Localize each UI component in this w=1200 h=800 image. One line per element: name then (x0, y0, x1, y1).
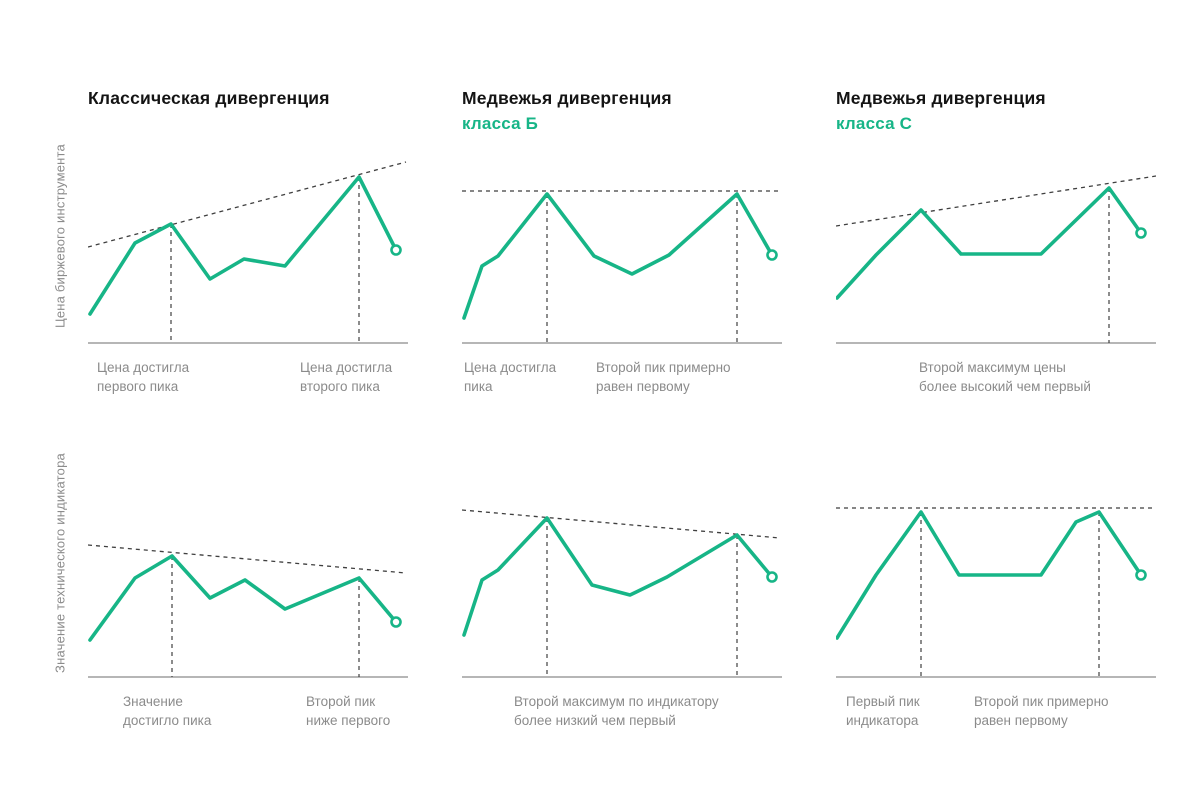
column-3-title-block: Медвежья дивергенция класса С (836, 86, 1186, 136)
chart-caption: Цена достигла второго пика (300, 360, 393, 394)
column-2-title-block: Медвежья дивергенция класса Б (462, 86, 812, 136)
column-2-title: Медвежья дивергенция (462, 88, 672, 108)
chart-caption: Второй максимум цены более высокий чем пе… (919, 360, 1091, 394)
chart-caption: Второй пик примерно равен первому (974, 694, 1109, 728)
chart-caption: Цена достигла пика (464, 360, 557, 394)
column-3-subtitle: класса С (836, 114, 913, 133)
chart-caption: Первый пик индикатора (846, 694, 920, 728)
chart-caption: Второй максимум по индикатору более низки… (514, 694, 719, 728)
chart-class-c-price: Второй максимум цены более высокий чем пе… (836, 158, 1156, 408)
column-1-title: Классическая дивергенция (88, 88, 330, 108)
chart-classic-price: Цена достигла первого пика Цена достигла вт… (88, 158, 408, 408)
chart-classic-indicator: Значение достигло пика Второй пик ниже перв… (88, 492, 408, 742)
chart-class-b-price: Цена достигла пика Второй пик примерно раве… (462, 158, 782, 408)
column-2-subtitle: класса Б (462, 114, 539, 133)
y-axis-label-price: Цена биржевого инструмента (52, 144, 68, 328)
chart-caption: Цена достигла первого пика (97, 360, 190, 394)
chart-caption: Значение достигло пика (123, 694, 212, 728)
chart-class-c-indicator: Первый пик индикатора Второй пик примерно р… (836, 492, 1156, 742)
chart-caption: Второй пик ниже первого (306, 694, 391, 728)
chart-caption: Второй пик примерно равен первому (596, 360, 731, 394)
column-3-title: Медвежья дивергенция (836, 88, 1046, 108)
chart-class-b-indicator: Второй максимум по индикатору более низки… (462, 492, 782, 742)
column-1-title-block: Классическая дивергенция (88, 86, 438, 111)
y-axis-label-indicator: Значение технического индикатора (52, 453, 68, 673)
